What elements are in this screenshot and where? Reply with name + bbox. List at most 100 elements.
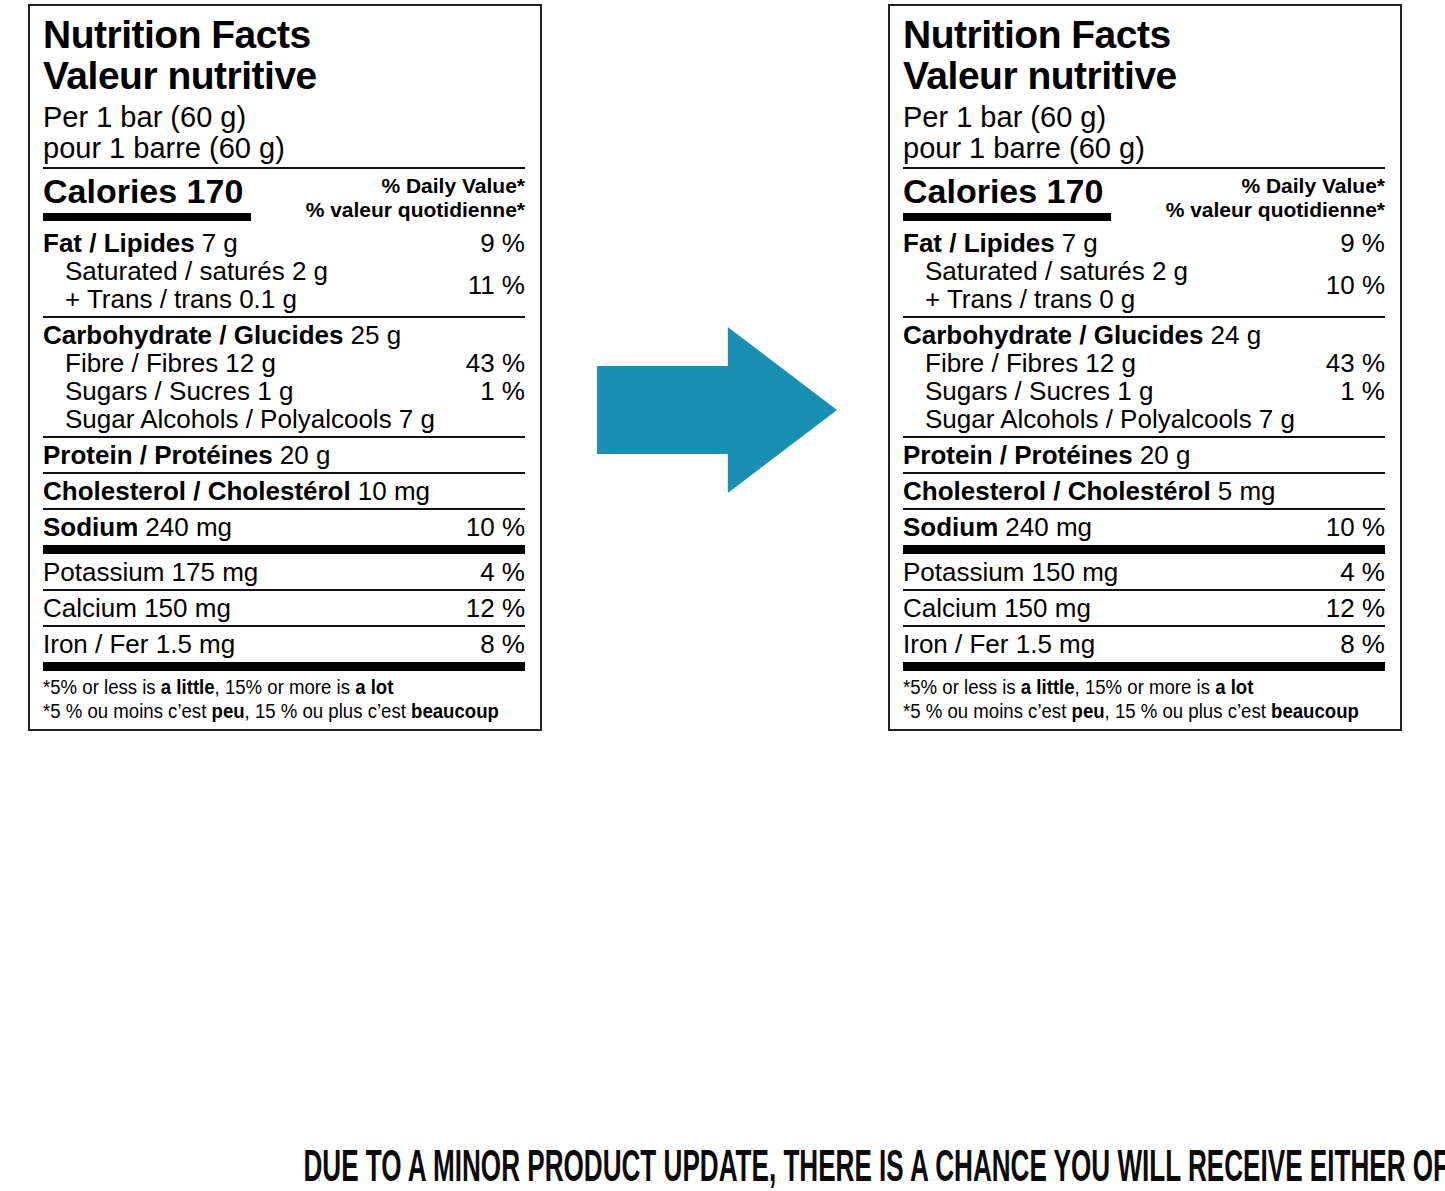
cholesterol-name: Cholesterol / Cholestérol10 mg <box>43 477 430 505</box>
product-update-notice: DUE TO A MINOR PRODUCT UPDATE, THERE IS … <box>303 1143 1141 1189</box>
calories-section: Calories 170 % Daily Value* % valeur quo… <box>903 172 1385 222</box>
daily-value-fr: % valeur quotidienne* <box>1166 198 1385 222</box>
iron-percent: 8 % <box>480 630 525 658</box>
calories-value: Calories 170 <box>43 172 251 210</box>
footnote-fr: *5 % ou moins c’est peu, 15 % ou plus c’… <box>43 699 491 723</box>
carbohydrate-name: Carbohydrate / Glucides24 g <box>903 321 1261 349</box>
sugar-alcohols-row: Sugar Alcohols / Polyalcools 7 g <box>903 405 1385 433</box>
sugars-row: Sugars / Sucres 1 g 1 % <box>903 377 1385 405</box>
protein-name: Protein / Protéines20 g <box>43 441 330 469</box>
calcium-percent: 12 % <box>466 594 525 622</box>
daily-value-en: % Daily Value* <box>1166 174 1385 198</box>
iron-row: Iron / Fer 1.5 mg 8 % <box>43 630 525 658</box>
calories-underline <box>903 213 1111 221</box>
daily-value-header: % Daily Value* % valeur quotidienne* <box>1166 172 1385 222</box>
carbohydrate-row: Carbohydrate / Glucides24 g <box>903 321 1385 349</box>
calories-value: Calories 170 <box>903 172 1111 210</box>
fibre-row: Fibre / Fibres 12 g 43 % <box>43 349 525 377</box>
thick-divider <box>43 662 525 671</box>
calories-section: Calories 170 % Daily Value* % valeur quo… <box>43 172 525 222</box>
saturated-trans-percent: 11 % <box>468 271 525 299</box>
sodium-name: Sodium240 mg <box>43 513 232 541</box>
potassium-row: Potassium 150 mg 4 % <box>903 558 1385 586</box>
calcium-line: Calcium 150 mg <box>43 594 231 622</box>
sugars-percent: 1 % <box>1340 377 1385 405</box>
thick-divider <box>903 662 1385 671</box>
calcium-line: Calcium 150 mg <box>903 594 1091 622</box>
fat-row: Fat / Lipides7 g 9 % <box>903 229 1385 257</box>
sugar-alcohols-line: Sugar Alcohols / Polyalcools 7 g <box>43 405 435 433</box>
thick-divider <box>43 545 525 554</box>
divider <box>903 167 1385 169</box>
potassium-percent: 4 % <box>480 558 525 586</box>
daily-value-header: % Daily Value* % valeur quotidienne* <box>306 172 525 222</box>
thick-divider <box>903 545 1385 554</box>
fibre-line: Fibre / Fibres 12 g <box>903 349 1136 377</box>
iron-percent: 8 % <box>1340 630 1385 658</box>
fibre-row: Fibre / Fibres 12 g 43 % <box>903 349 1385 377</box>
daily-value-en: % Daily Value* <box>306 174 525 198</box>
daily-value-fr: % valeur quotidienne* <box>306 198 525 222</box>
calcium-row: Calcium 150 mg 12 % <box>903 594 1385 622</box>
sodium-name: Sodium240 mg <box>903 513 1092 541</box>
trans-line: + Trans / trans 0 g <box>903 285 1188 313</box>
footnotes: *5% or less is a little, 15% or more is … <box>43 675 525 723</box>
footnote-en: *5% or less is a little, 15% or more is … <box>903 675 1351 699</box>
sugars-row: Sugars / Sucres 1 g 1 % <box>43 377 525 405</box>
cholesterol-row: Cholesterol / Cholestérol5 mg <box>903 477 1385 505</box>
calories-block: Calories 170 <box>903 172 1111 221</box>
label-title-en: Nutrition Facts <box>903 14 1385 55</box>
nutrition-label-old: Nutrition Facts Valeur nutritive Per 1 b… <box>28 4 542 731</box>
divider <box>43 316 525 318</box>
protein-row: Protein / Protéines20 g <box>903 441 1385 469</box>
fat-name: Fat / Lipides7 g <box>43 229 238 257</box>
saturated-trans-group: Saturated / saturés 2 g + Trans / trans … <box>903 257 1385 313</box>
potassium-line: Potassium 150 mg <box>903 558 1118 586</box>
divider <box>43 508 525 510</box>
label-title-fr: Valeur nutritive <box>43 55 525 96</box>
iron-line: Iron / Fer 1.5 mg <box>43 630 235 658</box>
calories-block: Calories 170 <box>43 172 251 221</box>
protein-name: Protein / Protéines20 g <box>903 441 1190 469</box>
divider <box>43 472 525 474</box>
sugar-alcohols-row: Sugar Alcohols / Polyalcools 7 g <box>43 405 525 433</box>
sugars-percent: 1 % <box>480 377 525 405</box>
divider <box>43 167 525 169</box>
calcium-row: Calcium 150 mg 12 % <box>43 594 525 622</box>
serving-size-en: Per 1 bar (60 g) <box>43 102 525 133</box>
sugar-alcohols-line: Sugar Alcohols / Polyalcools 7 g <box>903 405 1295 433</box>
iron-line: Iron / Fer 1.5 mg <box>903 630 1095 658</box>
serving-size-fr: pour 1 barre (60 g) <box>903 133 1385 164</box>
divider <box>43 436 525 438</box>
divider <box>903 436 1385 438</box>
label-title-en: Nutrition Facts <box>43 14 525 55</box>
divider <box>43 625 525 627</box>
divider <box>903 472 1385 474</box>
fibre-percent: 43 % <box>466 349 525 377</box>
divider <box>903 508 1385 510</box>
saturated-trans-group: Saturated / saturés 2 g + Trans / trans … <box>43 257 525 313</box>
arrow-right-icon <box>597 327 837 493</box>
saturated-trans-percent: 10 % <box>1326 271 1385 299</box>
saturated-line: Saturated / saturés 2 g <box>903 257 1188 285</box>
protein-row: Protein / Protéines20 g <box>43 441 525 469</box>
divider <box>903 589 1385 591</box>
saturated-line: Saturated / saturés 2 g <box>43 257 328 285</box>
sodium-row: Sodium240 mg 10 % <box>43 513 525 541</box>
fat-percent: 9 % <box>480 229 525 257</box>
iron-row: Iron / Fer 1.5 mg 8 % <box>903 630 1385 658</box>
footnote-en: *5% or less is a little, 15% or more is … <box>43 675 491 699</box>
sodium-percent: 10 % <box>466 513 525 541</box>
serving-size-fr: pour 1 barre (60 g) <box>43 133 525 164</box>
footnote-fr: *5 % ou moins c’est peu, 15 % ou plus c’… <box>903 699 1351 723</box>
carbohydrate-row: Carbohydrate / Glucides25 g <box>43 321 525 349</box>
fat-row: Fat / Lipides7 g 9 % <box>43 229 525 257</box>
carbohydrate-name: Carbohydrate / Glucides25 g <box>43 321 401 349</box>
calcium-percent: 12 % <box>1326 594 1385 622</box>
sodium-row: Sodium240 mg 10 % <box>903 513 1385 541</box>
trans-line: + Trans / trans 0.1 g <box>43 285 328 313</box>
divider <box>903 625 1385 627</box>
fibre-percent: 43 % <box>1326 349 1385 377</box>
fibre-line: Fibre / Fibres 12 g <box>43 349 276 377</box>
calories-underline <box>43 213 251 221</box>
